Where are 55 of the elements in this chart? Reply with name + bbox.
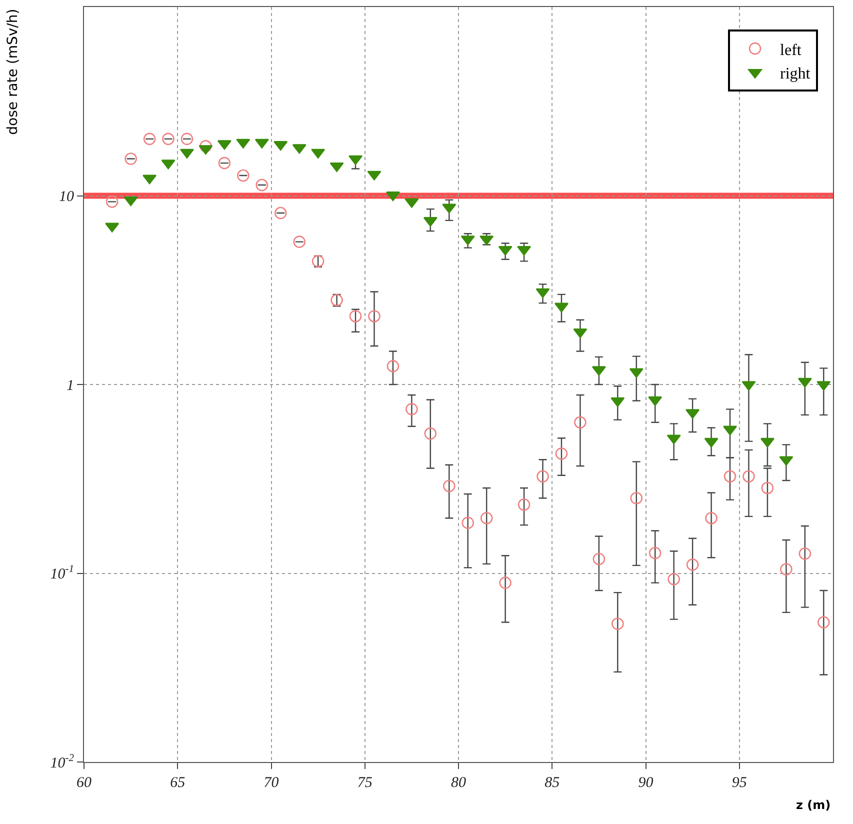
point — [780, 563, 792, 576]
point — [386, 360, 400, 372]
y-tick-label: 10$^{-2}$ — [50, 752, 75, 772]
point — [686, 558, 699, 571]
point — [480, 512, 493, 524]
point — [143, 132, 156, 146]
point — [536, 470, 549, 483]
point — [612, 618, 624, 630]
point — [573, 328, 588, 338]
x-tick-label: 80 — [451, 775, 466, 791]
point — [330, 162, 344, 172]
y-tick-label: 10 — [59, 189, 74, 205]
point — [442, 480, 456, 492]
point — [761, 482, 774, 494]
point — [274, 206, 287, 220]
point — [180, 132, 194, 146]
point — [256, 178, 268, 192]
y-tick-label: 1 — [66, 378, 74, 394]
point — [349, 310, 362, 322]
legend-label: left — [780, 42, 802, 59]
x-tick-label: 70 — [264, 775, 280, 791]
point — [106, 196, 118, 208]
point — [742, 470, 755, 483]
point — [162, 132, 174, 146]
point — [293, 236, 306, 248]
point — [574, 416, 586, 429]
legend-label: right — [780, 66, 811, 83]
point — [518, 498, 530, 511]
point — [724, 470, 736, 483]
y-tick-label: 10$^{-1}$ — [50, 564, 74, 582]
point — [705, 512, 718, 524]
x-tick-label: 60 — [76, 775, 92, 791]
x-tick-label: 85 — [544, 775, 560, 791]
y-axis-title: dose rate (mSv/h) — [4, 8, 21, 135]
point — [817, 616, 830, 628]
point — [462, 516, 474, 529]
point — [424, 427, 437, 440]
point — [798, 548, 812, 560]
point — [200, 140, 212, 152]
x-axis-title: z (m) — [796, 798, 831, 812]
x-tick-label: 75 — [357, 775, 373, 791]
point — [124, 152, 137, 165]
x-tick-label: 95 — [732, 775, 748, 791]
point — [499, 576, 512, 589]
x-tick-label: 90 — [638, 775, 654, 791]
x-tick-label: 65 — [170, 775, 186, 791]
point — [668, 573, 680, 586]
point — [218, 156, 231, 170]
point — [237, 169, 250, 182]
point — [555, 448, 568, 460]
point — [630, 492, 643, 504]
point — [406, 403, 418, 416]
point — [592, 552, 606, 566]
point — [368, 310, 380, 322]
point — [648, 546, 662, 560]
